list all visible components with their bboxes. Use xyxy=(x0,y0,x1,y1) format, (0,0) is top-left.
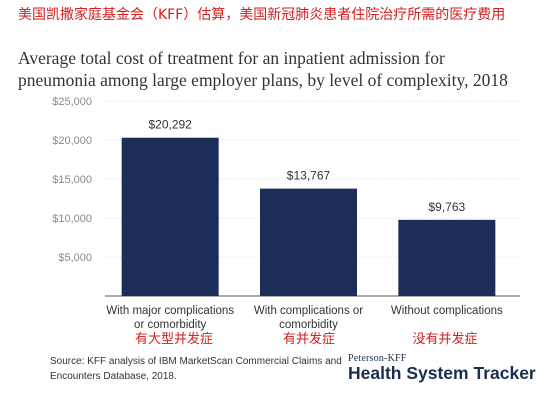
y-tick-label: $5,000 xyxy=(58,252,92,264)
x-category-label: With complications or xyxy=(254,305,363,317)
chart-title-line-1: Average total cost of treatment for an i… xyxy=(18,48,445,68)
bar-value-label: $20,292 xyxy=(148,118,192,132)
y-tick-label: $20,000 xyxy=(52,135,92,147)
x-category-label: Without complications xyxy=(391,305,503,317)
bar-value-label: $9,763 xyxy=(428,200,465,214)
x-category-label: comorbidity xyxy=(279,319,338,331)
y-tick-label: $25,000 xyxy=(52,96,92,108)
source-line-1: Source: KFF analysis of IBM MarketScan C… xyxy=(50,356,342,367)
y-tick-label: $10,000 xyxy=(52,213,92,225)
chinese-category-label-2: 有并发症 xyxy=(282,332,336,347)
chinese-annotation-title: 美国凯撒家庭基金会（KFF）估算，美国新冠肺炎患者住院治疗所需的医疗费用 xyxy=(18,7,506,23)
chart-title: Average total cost of treatment for an i… xyxy=(18,47,538,91)
brand-big-text: Health System Tracker xyxy=(348,363,536,383)
source-note: Source: KFF analysis of IBM MarketScan C… xyxy=(50,354,350,384)
brand-logo: Peterson-KFF Health System Tracker xyxy=(348,353,536,384)
chinese-category-label-1: 有大型并发症 xyxy=(134,332,214,347)
chart-title-line-2: pneumonia among large employer plans, by… xyxy=(18,70,508,90)
bar-value-label: $13,767 xyxy=(287,169,331,183)
chinese-category-label-3: 没有并发症 xyxy=(412,332,478,347)
source-line-2: Encounters Database, 2018. xyxy=(50,371,177,382)
x-category-label: or comorbidity xyxy=(134,319,206,331)
y-tick-label: $15,000 xyxy=(52,174,92,186)
bar xyxy=(121,137,219,296)
x-category-label: With major complications xyxy=(106,305,234,317)
brand-small-text: Peterson-KFF xyxy=(348,353,407,364)
bar xyxy=(260,188,357,296)
bar xyxy=(398,219,496,296)
